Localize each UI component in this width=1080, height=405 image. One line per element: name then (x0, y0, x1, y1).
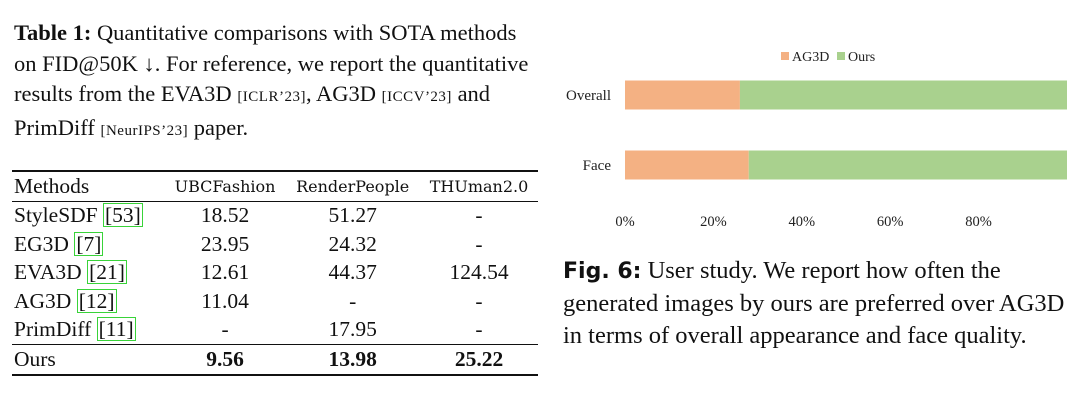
value-cell: 11.04 (201, 288, 249, 313)
method-name: AG3D (14, 288, 77, 313)
table-caption-text: Quantitative comparisons with SOTA metho… (14, 20, 529, 106)
method-cell: PrimDiff [11] (12, 316, 165, 345)
x-tick-label: 20% (700, 214, 727, 230)
value-cell: 24.32 (328, 231, 377, 256)
method-cell: EG3D [7] (12, 230, 165, 259)
bar-ag3d-overall (625, 80, 740, 110)
table-caption-label: Table 1: (14, 20, 92, 45)
category-label: Overall (566, 88, 611, 104)
value-cell: - (475, 231, 483, 256)
value-cell: 25.22 (454, 346, 504, 371)
header-methods: Methods (14, 173, 90, 198)
method-name: EG3D (14, 231, 75, 256)
bar-ours-face (748, 150, 1067, 180)
citation-link[interactable]: [12] (76, 288, 117, 313)
venue-cite-neurips: [NeurIPS’23] (100, 122, 189, 139)
x-tick-label: 60% (877, 214, 904, 230)
table-row-ours: Ours 9.56 13.98 25.22 (12, 344, 538, 375)
category-label: Face (583, 158, 612, 174)
x-tick-label: 40% (789, 214, 816, 230)
table-caption-text: paper. (188, 114, 249, 140)
value-cell: 44.37 (328, 260, 377, 285)
x-tick-label: 80% (965, 214, 992, 230)
legend-swatch-ag3d (781, 52, 789, 60)
value-cell: 18.52 (200, 203, 250, 228)
legend-label-ours: Ours (848, 50, 875, 65)
citation-link[interactable]: [11] (96, 317, 136, 342)
table-row: EVA3D [21] 12.61 44.37 124.54 (12, 259, 538, 288)
figure-caption-text: User study. We report how often the gene… (563, 257, 1065, 349)
bar-ag3d-face (625, 150, 749, 180)
value-cell: - (221, 317, 229, 342)
method-name: StyleSDF (14, 203, 104, 228)
method-cell: Ours (14, 346, 56, 371)
table-row: AG3D [12] 11.04 - - (12, 287, 538, 316)
value-cell: 13.98 (328, 346, 377, 371)
value-cell: 9.56 (206, 346, 244, 371)
value-cell: - (475, 317, 483, 342)
venue-cite-iccv: [ICCV’23] (381, 89, 452, 105)
venue-cite-iclr: [ICLR’23] (237, 89, 306, 105)
user-study-chart: AG3D Ours Overall Face 0% 20% 40% 60% 80% (553, 40, 1073, 240)
value-cell: - (349, 288, 357, 313)
table-caption: Table 1: Quantitative comparisons with S… (14, 18, 539, 146)
citation-link[interactable]: [21] (87, 260, 127, 285)
value-cell: 23.95 (200, 231, 250, 256)
legend-label-ag3d: AG3D (792, 50, 829, 65)
value-cell: 17.95 (328, 317, 377, 342)
header-ubcfashion: UBCFashion (174, 176, 276, 196)
value-cell: 51.27 (328, 203, 377, 228)
method-name: PrimDiff (14, 317, 97, 342)
value-cell: - (475, 203, 483, 228)
header-renderpeople: RenderPeople (296, 176, 410, 196)
method-name: EVA3D (14, 260, 88, 285)
citation-link[interactable]: [53] (103, 203, 143, 228)
value-cell: 12.61 (200, 260, 250, 285)
table-row: PrimDiff [11] - 17.95 - (12, 316, 538, 345)
value-cell: 124.54 (449, 260, 509, 285)
figure-caption-label: Fig. 6: (563, 259, 642, 284)
table-row: EG3D [7] 23.95 24.32 - (12, 230, 538, 259)
table-row: StyleSDF [53] 18.52 51.27 - (12, 201, 538, 230)
method-cell: EVA3D [21] (12, 259, 165, 288)
figure-caption: Fig. 6: User study. We report how often … (563, 255, 1073, 352)
value-cell: - (475, 288, 483, 313)
results-table: Methods UBCFashion RenderPeople THUman2.… (12, 170, 538, 376)
legend-swatch-ours (837, 52, 845, 60)
table-caption-text: and PrimDiff (14, 81, 491, 140)
x-tick-label: 0% (615, 214, 634, 230)
table-caption-text: , AG3D (305, 81, 382, 106)
method-cell: StyleSDF [53] (12, 201, 165, 230)
bar-ours-overall (739, 80, 1067, 110)
citation-link[interactable]: [7] (74, 231, 104, 256)
chart-svg: AG3D Ours Overall Face 0% 20% 40% 60% 80% (566, 50, 1067, 230)
method-cell: AG3D [12] (12, 287, 165, 316)
header-thuman: THUman2.0 (429, 176, 529, 196)
table-header-row: Methods UBCFashion RenderPeople THUman2.… (12, 171, 538, 201)
